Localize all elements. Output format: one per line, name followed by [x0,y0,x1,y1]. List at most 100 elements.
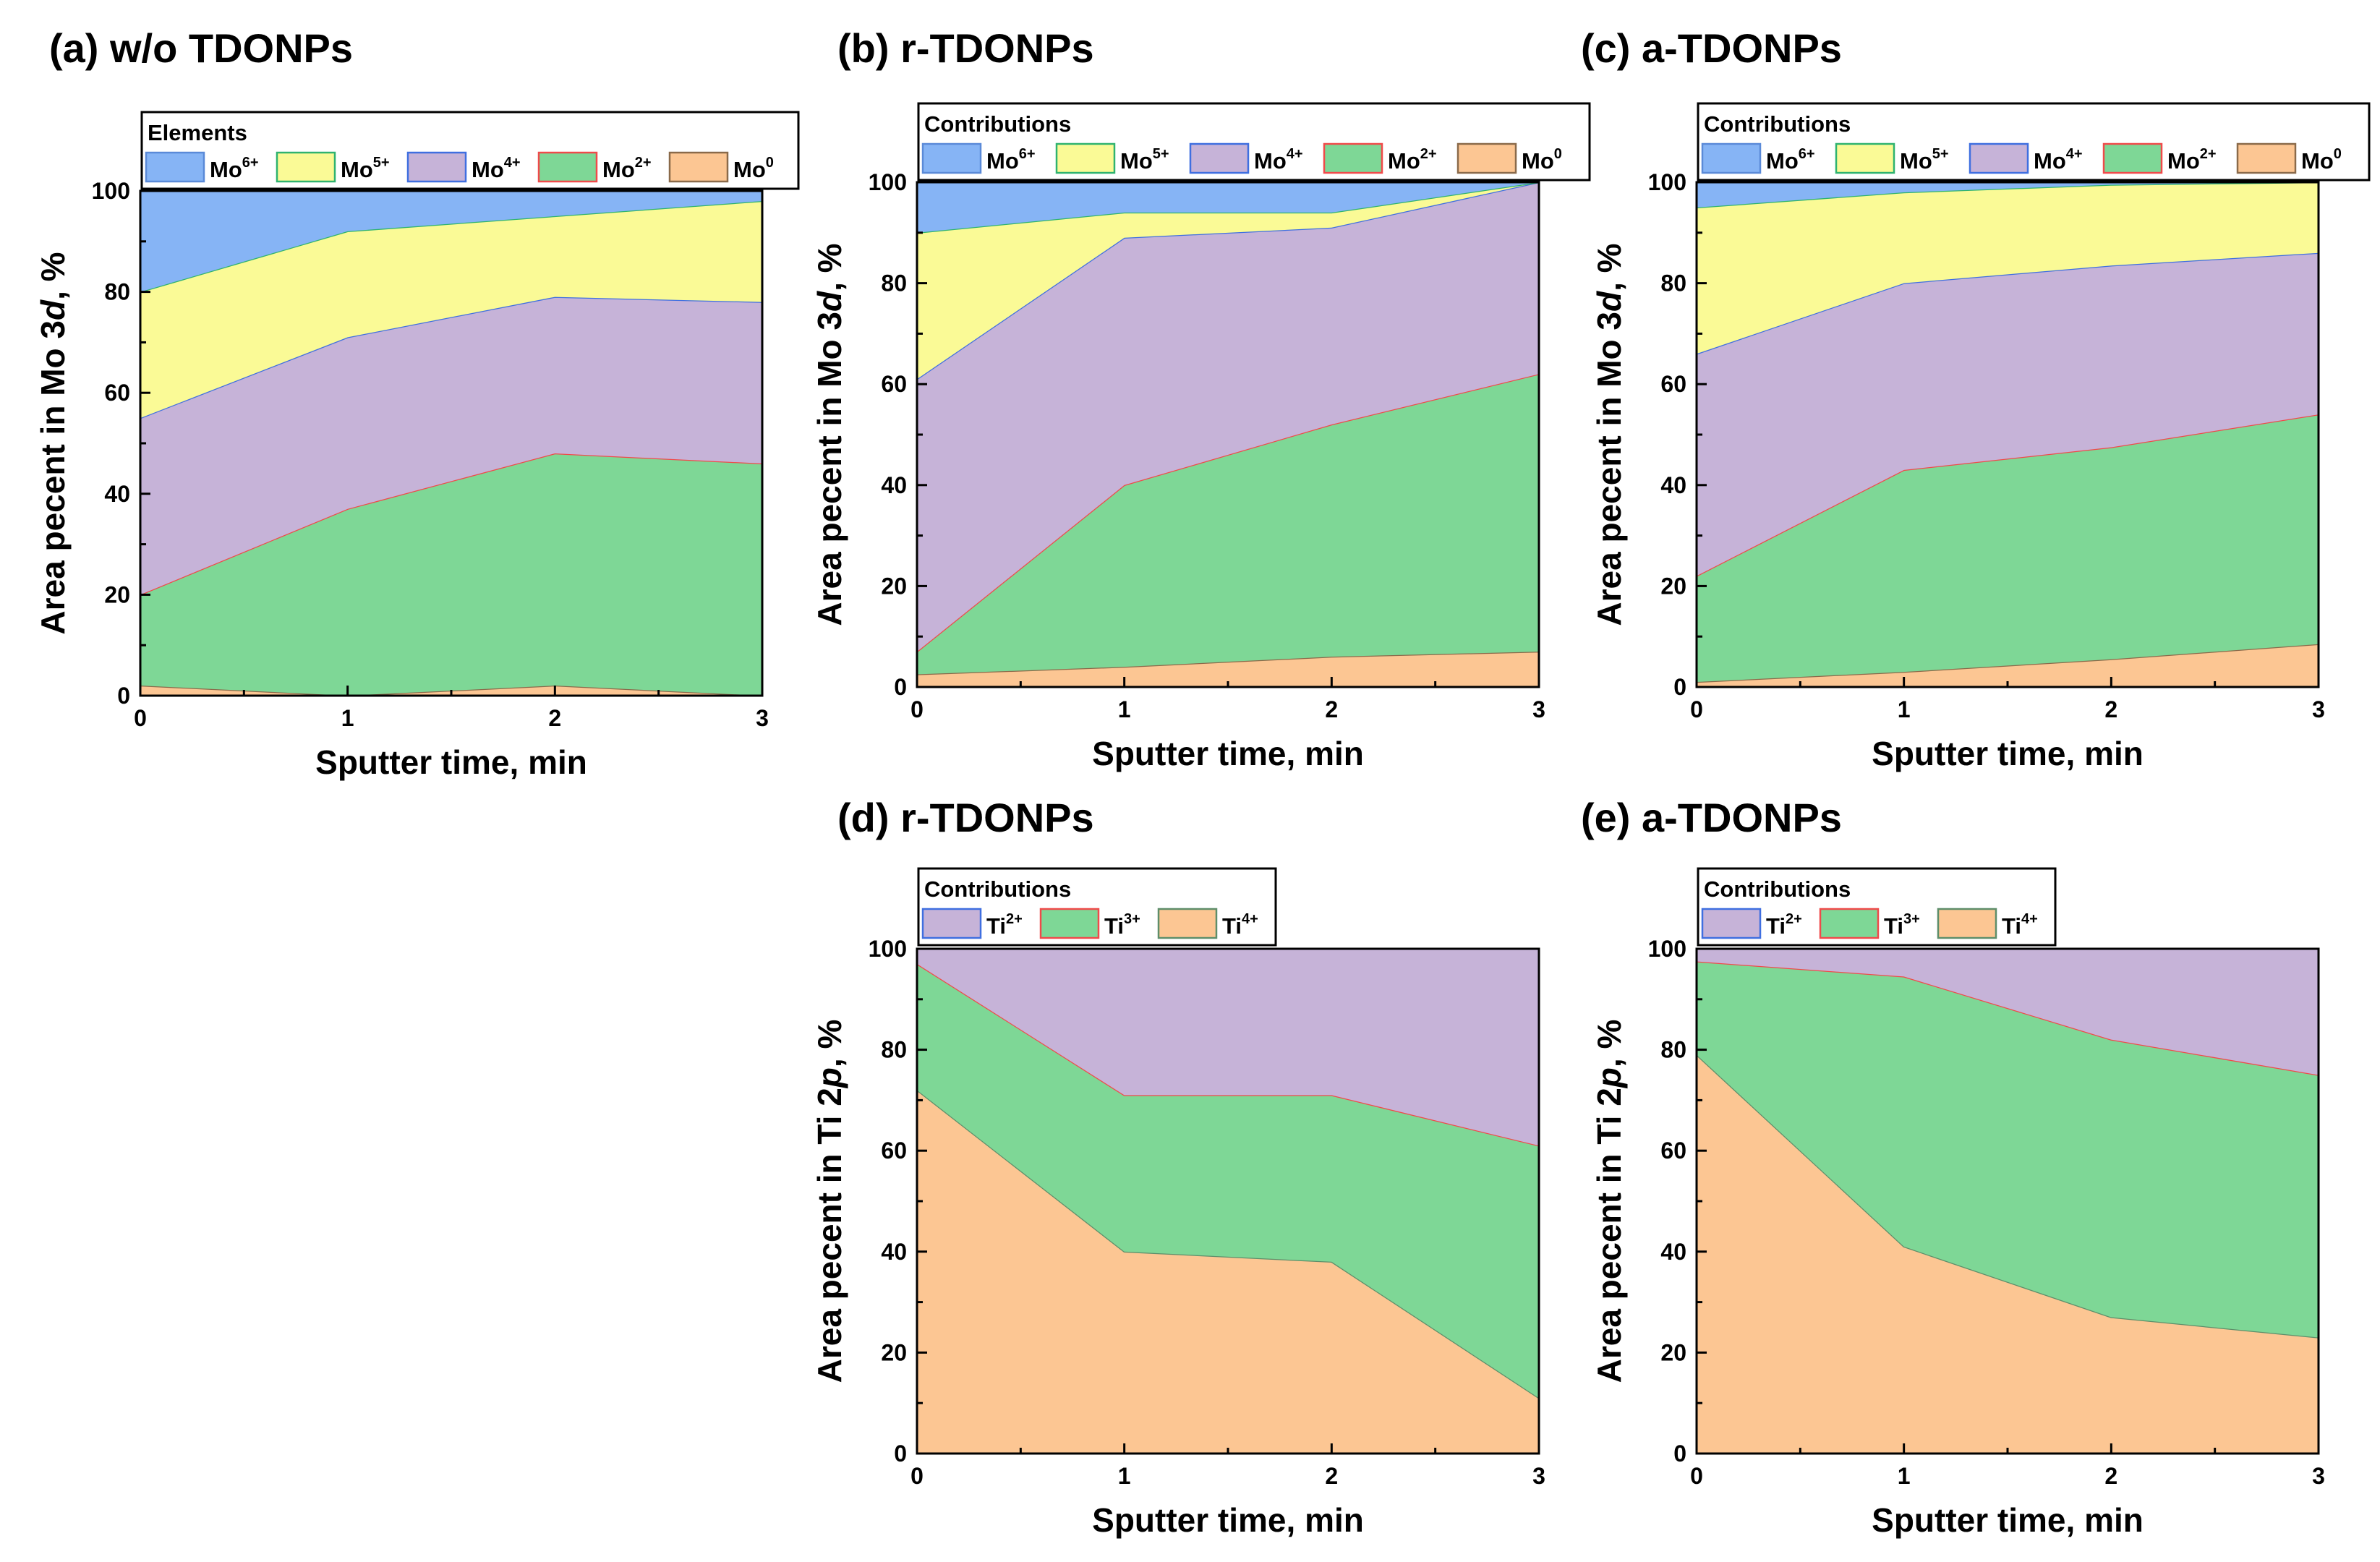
legend-swatch [1969,142,2029,174]
legend-entry-superscript: 0 [2334,146,2342,162]
area-series-ti-2plus [1697,949,2319,1075]
x-tick-label: 2 [1325,696,1338,722]
area-series-ti-3plus [1697,961,2319,1338]
legend-title: Contributions [924,111,1071,137]
x-axis-title: Sputter time, min [1092,735,1364,772]
y-tick-label: 60 [104,380,130,406]
y-tick-label: 100 [1648,936,1686,962]
legend-entry-name: Mo [602,157,635,182]
legend-entry-name: Ti [1222,913,1242,939]
area-series-mo-5plus [917,182,1539,380]
legend-swatch [1055,142,1116,174]
legend-swatch [537,151,598,183]
legend-swatch [406,151,467,183]
area-series-mo-4plus [1697,252,2319,576]
legend-entry-superscript: 6+ [1799,146,1815,162]
y-tick-label: 0 [894,674,907,700]
y-tick-label: 60 [1660,1138,1686,1164]
area-series-ti-4plus [1697,1054,2319,1454]
x-tick-label: 1 [1898,696,1911,722]
legend-entry-superscript: 2+ [635,155,652,171]
legend-entry-superscript: 0 [1554,146,1562,162]
legend-entry-label: Mo4+ [1254,146,1303,174]
legend-swatch [668,151,729,183]
legend-entry-label: Mo2+ [1388,146,1437,174]
x-tick-label: 0 [1690,1463,1703,1489]
legend-entry-label: Ti3+ [1884,911,1920,939]
x-tick-label: 0 [134,705,147,731]
x-tick-label: 3 [1532,1463,1545,1489]
legend-entry-superscript: 2+ [2200,146,2217,162]
legend-swatch [2236,142,2297,174]
area-series-mo-2plus [140,453,762,696]
y-tick-label: 80 [881,1037,907,1063]
legend-entry-label: Ti3+ [1104,911,1140,939]
legend-swatch [145,151,205,183]
legend-entry-label: Mo0 [1522,146,1562,174]
legend-entry-name: Mo [1522,148,1554,174]
area-series-ti-4plus [917,1090,1539,1454]
y-axis-title-italic: p [811,1067,848,1089]
legend-entry-name: Ti [1104,913,1124,939]
legend-entry-name: Mo [210,157,242,182]
x-tick-label: 1 [1118,696,1131,722]
y-tick-label: 20 [881,1339,907,1365]
legend-entry-superscript: 4+ [2021,911,2038,927]
legend-entry-label: Mo4+ [2034,146,2083,174]
area-series-ti-3plus [917,963,1539,1399]
y-tick-label: 100 [1648,169,1686,195]
legend-entry-name: Mo [1766,148,1799,174]
y-tick-label: 20 [1660,1339,1686,1365]
y-tick-label: 0 [1673,1441,1686,1467]
legend-entry-name: Ti [986,913,1006,939]
y-axis-title-italic: d [34,299,72,320]
y-tick-label: 100 [869,936,907,962]
y-axis-title-main: Area pecent in Ti 2 [811,1088,848,1383]
area-series-mo-6plus [1697,182,2319,208]
legend-entry-label: Mo2+ [2167,146,2217,174]
legend-swatch [1701,908,1762,939]
legend-entry-label: Ti4+ [2002,911,2038,939]
y-tick-label: 0 [894,1441,907,1467]
y-tick-label: 20 [881,573,907,599]
panel-title: (d) r-TDONPs [837,795,1094,840]
legend: Contributions Mo 6+ Mo5+ Mo4+ Mo2+ Mo0 [917,102,1591,182]
legend-entry-superscript: 4+ [504,155,521,171]
area-series-mo-6plus [140,191,762,292]
legend-entry-superscript: 6+ [1019,146,1036,162]
y-tick-label: 80 [1660,1037,1686,1063]
y-axis-title-tail: , % [811,243,848,291]
x-tick-label: 2 [548,705,561,731]
x-tick-label: 3 [2312,696,2325,722]
chart-panel-e: (e) a-TDONPs 0 1 2 3 0 20 40 60 80 100 Sputter time… [1581,795,2325,1539]
y-tick-label: 100 [869,169,907,195]
legend-entry-label: Mo5+ [1120,146,1169,174]
area-series-ti-2plus [917,949,1539,1146]
y-axis-title-tail: , % [1590,243,1628,291]
legend-swatch [1937,908,1997,939]
legend-entry-superscript: 2+ [1006,911,1023,927]
legend-swatch [1157,908,1218,939]
y-axis-title-main: Area pecent in Ti 2 [1590,1088,1628,1383]
legend-entry-superscript: 3+ [1903,911,1920,927]
area-series-mo-5plus [1697,182,2319,354]
legend-swatch [921,908,982,939]
y-axis-title: Area pecent in Ti 2p, % [1590,1020,1628,1383]
legend-entry-label: Mo5+ [341,155,390,182]
legend-entry-name: Ti [1766,913,1786,939]
y-axis-title-tail: , % [34,252,72,299]
y-tick-label: 60 [881,1138,907,1164]
area-series-mo-4plus [917,182,1539,652]
y-tick-label: 40 [881,1239,907,1265]
y-tick-label: 40 [104,481,130,507]
y-axis-title: Area pecent in Mo 3d, % [811,243,848,626]
x-tick-label: 1 [1898,1463,1911,1489]
y-tick-label: 80 [104,279,130,305]
legend-swatch [1323,142,1383,174]
x-axis-title: Sputter time, min [315,743,587,781]
panel-title: (e) a-TDONPs [1581,795,1842,840]
x-tick-label: 1 [1118,1463,1131,1489]
legend-swatch [1835,142,1895,174]
